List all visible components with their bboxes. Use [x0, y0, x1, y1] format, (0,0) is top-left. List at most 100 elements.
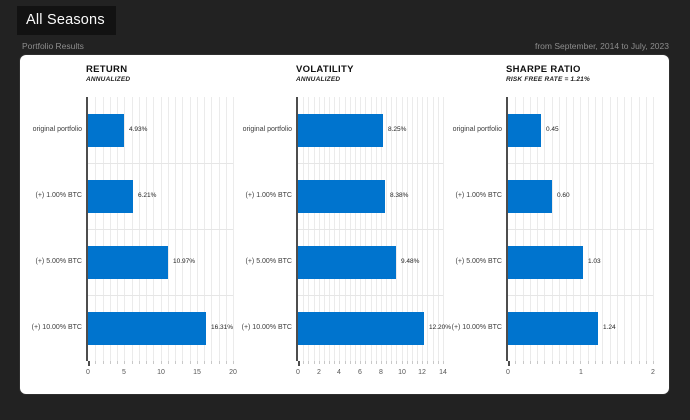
category-label: (+) 1.00% BTC — [455, 192, 503, 199]
category-label: (+) 1.00% BTC — [245, 192, 293, 199]
row-separator — [298, 229, 443, 230]
subheader: Portfolio Results from September, 2014 t… — [22, 41, 669, 51]
axis-minor-tick — [646, 361, 647, 364]
row-separator — [88, 229, 233, 230]
axis-minor-tick — [653, 361, 654, 364]
x-axis-tick-label: 6 — [358, 369, 362, 376]
axis-minor-tick — [407, 361, 408, 364]
axis-minor-tick — [617, 361, 618, 364]
axis-minor-tick — [427, 361, 428, 364]
axis-minor-tick — [139, 361, 140, 364]
axis-zero-tick — [298, 361, 300, 366]
axis-minor-tick — [559, 361, 560, 364]
axis-minor-tick — [422, 361, 423, 364]
axis-minor-tick — [161, 361, 162, 364]
axis-minor-tick — [204, 361, 205, 364]
axis-minor-tick — [412, 361, 413, 364]
x-axis-tick-label: 10 — [398, 369, 406, 376]
axis-minor-tick — [360, 361, 361, 364]
chart-subtitle: ANNUALIZED — [86, 76, 131, 83]
bar — [88, 312, 206, 345]
row-separator — [298, 163, 443, 164]
axis-minor-tick — [168, 361, 169, 364]
axis-minor-tick — [530, 361, 531, 364]
axis-zero-tick — [508, 361, 510, 366]
axis-minor-tick — [602, 361, 603, 364]
plot-area: 8.25% 8.38% 9.48% 12.20% — [296, 97, 451, 361]
axis-minor-tick — [365, 361, 366, 364]
axis-minor-tick — [175, 361, 176, 364]
bar — [508, 246, 583, 279]
category-label: (+) 5.00% BTC — [245, 258, 293, 265]
bar — [508, 180, 552, 213]
category-label: (+) 5.00% BTC — [455, 258, 503, 265]
axis-minor-tick — [515, 361, 516, 364]
bar-value-label: 8.25% — [388, 126, 407, 133]
x-axis-tick-label: 8 — [379, 369, 383, 376]
row-separator — [298, 295, 443, 296]
axis-minor-tick — [355, 361, 356, 364]
chart-return: RETURN ANNUALIZED 4.93% 6.21% 10.97% 16.31% or… — [26, 55, 237, 394]
axis-minor-tick — [95, 361, 96, 364]
axis-minor-tick — [211, 361, 212, 364]
page-subtitle: Portfolio Results — [22, 41, 84, 51]
axis-minor-tick — [190, 361, 191, 364]
axis-zero-tick — [88, 361, 90, 366]
axis-minor-tick — [544, 361, 545, 364]
category-label: original portfolio — [32, 126, 82, 133]
page-title-box: All Seasons — [17, 6, 116, 35]
axis-minor-tick — [329, 361, 330, 364]
bar — [508, 312, 598, 345]
axis-minor-tick — [314, 361, 315, 364]
row-separator — [508, 295, 653, 296]
bar — [298, 246, 396, 279]
axis-minor-tick — [631, 361, 632, 364]
axis-minor-tick — [226, 361, 227, 364]
axis-minor-tick — [319, 361, 320, 364]
axis-minor-tick — [132, 361, 133, 364]
plot-area: 4.93% 6.21% 10.97% 16.31% — [86, 97, 234, 361]
gridline — [233, 97, 234, 361]
axis-minor-tick — [523, 361, 524, 364]
plot-area: 0.45 0.60 1.03 1.24 — [506, 97, 654, 361]
bar-value-label: 1.24 — [603, 324, 616, 331]
axis-minor-tick — [233, 361, 234, 364]
axis-minor-tick — [334, 361, 335, 364]
bar — [88, 114, 124, 147]
x-axis-tick-label: 2 — [317, 369, 321, 376]
axis-minor-tick — [580, 361, 581, 364]
x-axis-tick-label: 5 — [122, 369, 126, 376]
chart-subtitle: ANNUALIZED — [296, 76, 341, 83]
gridline — [443, 97, 444, 361]
axis-minor-tick — [537, 361, 538, 364]
bar-value-label: 4.93% — [129, 126, 148, 133]
bar-value-label: 6.21% — [138, 192, 157, 199]
category-label: (+) 10.00% BTC — [241, 324, 292, 331]
x-axis-tick-label: 0 — [506, 369, 510, 376]
category-label: original portfolio — [242, 126, 292, 133]
chart-subtitle: RISK FREE RATE = 1.21% — [506, 76, 590, 83]
x-axis-tick-label: 2 — [651, 369, 655, 376]
bar-value-label: 0.45 — [546, 126, 559, 133]
axis-minor-tick — [219, 361, 220, 364]
axis-minor-tick — [396, 361, 397, 364]
axis-minor-tick — [443, 361, 444, 364]
bar-value-label: 12.20% — [429, 324, 452, 331]
chart-header: SHARPE RATIO RISK FREE RATE = 1.21% — [506, 64, 590, 83]
axis-minor-tick — [433, 361, 434, 364]
axis-minor-tick — [339, 361, 340, 364]
page-title: All Seasons — [26, 12, 105, 28]
bar — [88, 246, 168, 279]
category-label: original portfolio — [452, 126, 502, 133]
category-label: (+) 10.00% BTC — [451, 324, 502, 331]
axis-minor-tick — [624, 361, 625, 364]
chart-title: RETURN — [86, 64, 128, 75]
axis-minor-tick — [552, 361, 553, 364]
axis-minor-tick — [345, 361, 346, 364]
axis-minor-tick — [381, 361, 382, 364]
row-separator — [88, 163, 233, 164]
chart-header: VOLATILITY ANNUALIZED — [296, 64, 354, 83]
axis-minor-tick — [153, 361, 154, 364]
x-axis-tick-label: 12 — [418, 369, 426, 376]
